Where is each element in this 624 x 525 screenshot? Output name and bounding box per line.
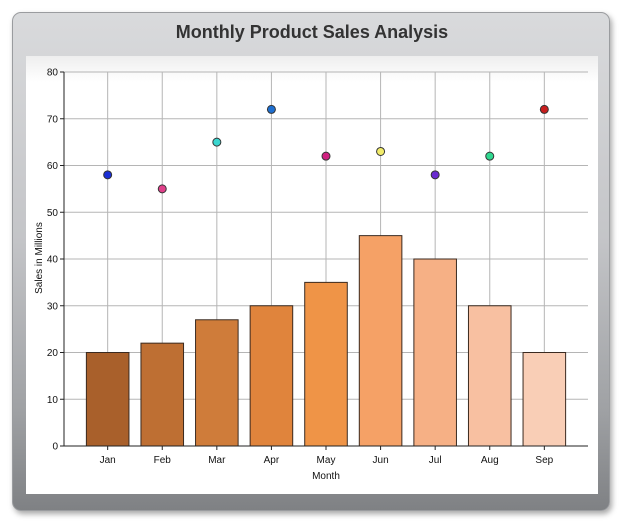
x-tick-label: Jan xyxy=(100,455,116,466)
x-tick-label: Jun xyxy=(373,455,389,466)
x-tick-label: Jul xyxy=(429,455,442,466)
scatter-point xyxy=(430,170,440,180)
bar xyxy=(195,319,239,447)
y-tick-label: 40 xyxy=(47,255,59,266)
scatter-point xyxy=(376,146,386,156)
scatter-point xyxy=(103,170,113,180)
x-tick-label: Aug xyxy=(481,455,499,466)
scatter-point xyxy=(539,104,549,114)
scatter-point xyxy=(157,184,167,194)
bar xyxy=(140,342,185,447)
point-layer xyxy=(103,104,549,194)
bar xyxy=(522,352,567,447)
scatter-point xyxy=(321,151,331,161)
y-tick-label: 80 xyxy=(47,68,59,79)
scatter-point xyxy=(266,104,276,114)
chart-title: Monthly Product Sales Analysis xyxy=(175,22,449,42)
y-tick-label: 10 xyxy=(47,395,59,406)
y-tick-label: 20 xyxy=(47,348,59,359)
y-tick-label: 60 xyxy=(47,161,59,172)
y-tick-label: 50 xyxy=(47,208,59,219)
x-tick-label: May xyxy=(317,455,336,466)
axis-layer: 0 10 20 30 40 50 60 70 80 Jan Feb Mar Apr May Jun Jul Au… xyxy=(47,68,588,466)
bar xyxy=(467,305,512,447)
x-tick-label: Apr xyxy=(264,455,280,466)
y-tick-label: 70 xyxy=(47,114,59,125)
bar xyxy=(413,258,457,447)
bar xyxy=(304,281,348,447)
x-tick-label: Feb xyxy=(154,455,172,466)
bar-layer xyxy=(85,235,567,447)
bar xyxy=(85,352,130,447)
scatter-point xyxy=(485,151,495,161)
x-tick-label: Mar xyxy=(208,455,226,466)
y-axis-title: Sales in Millions xyxy=(34,222,45,294)
y-tick-label: 0 xyxy=(52,442,58,453)
bar xyxy=(358,235,403,447)
bar xyxy=(249,305,294,447)
x-tick-label: Sep xyxy=(535,455,553,466)
scatter-point xyxy=(212,137,222,147)
y-tick-label: 30 xyxy=(47,301,59,312)
x-axis-title: Month xyxy=(312,471,340,482)
